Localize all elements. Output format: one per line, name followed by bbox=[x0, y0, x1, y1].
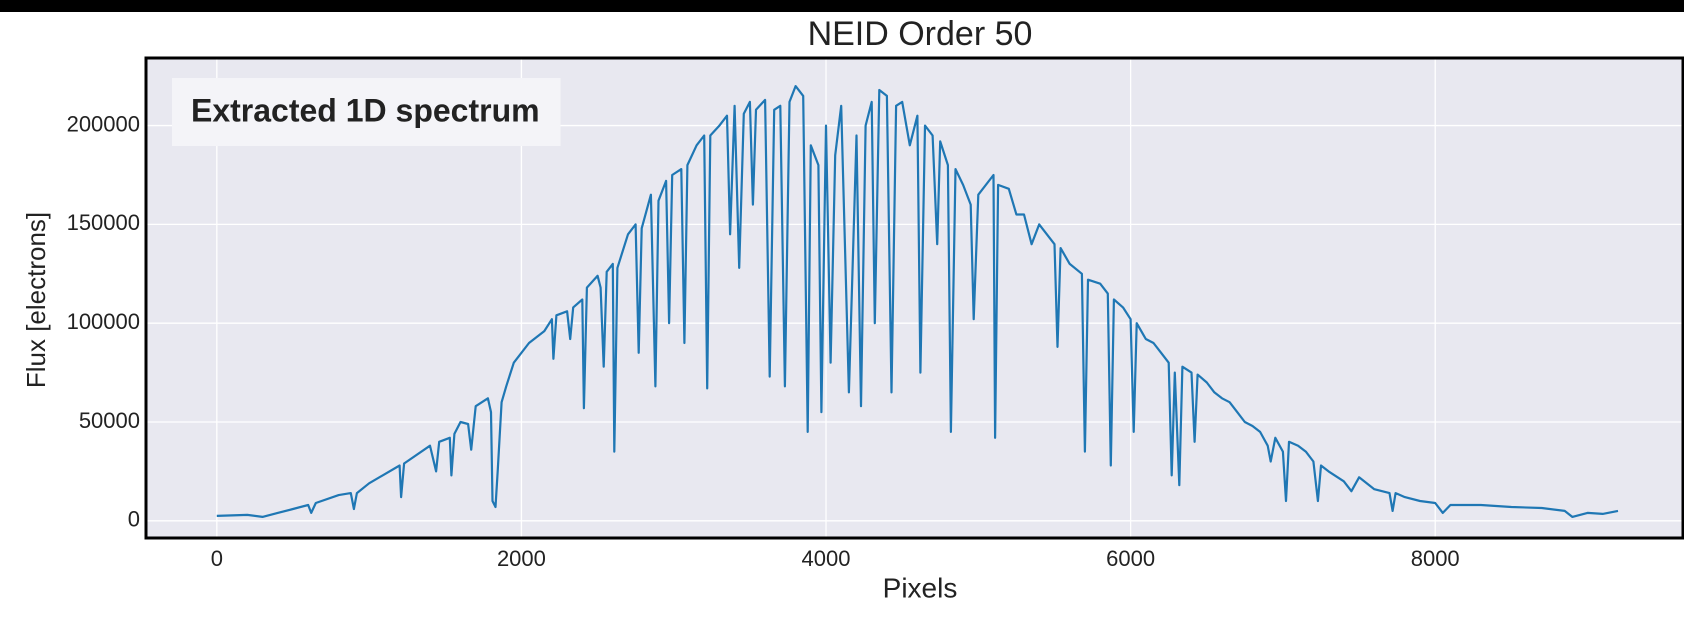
y-tick-label: 200000 bbox=[67, 111, 140, 136]
y-axis-label: Flux [electrons] bbox=[21, 212, 51, 388]
y-tick-label: 50000 bbox=[79, 408, 140, 433]
x-tick-label: 0 bbox=[211, 546, 223, 571]
x-tick-label: 2000 bbox=[497, 546, 546, 571]
x-tick-label: 4000 bbox=[802, 546, 851, 571]
top-band bbox=[0, 0, 1684, 12]
legend: Extracted 1D spectrum bbox=[172, 78, 561, 146]
x-tick-label: 6000 bbox=[1106, 546, 1155, 571]
y-tick-label: 0 bbox=[128, 507, 140, 532]
y-tick-label: 100000 bbox=[67, 309, 140, 334]
y-tick-label: 150000 bbox=[67, 210, 140, 235]
x-tick-label: 8000 bbox=[1411, 546, 1460, 571]
spectrum-line bbox=[216, 85, 1619, 518]
lines bbox=[216, 85, 1619, 518]
legend-label: Extracted 1D spectrum bbox=[191, 92, 540, 128]
chart-title: NEID Order 50 bbox=[808, 15, 1033, 53]
legend-box bbox=[172, 78, 561, 146]
x-axis-label: Pixels bbox=[883, 572, 958, 603]
plot-frame bbox=[144, 56, 1684, 540]
